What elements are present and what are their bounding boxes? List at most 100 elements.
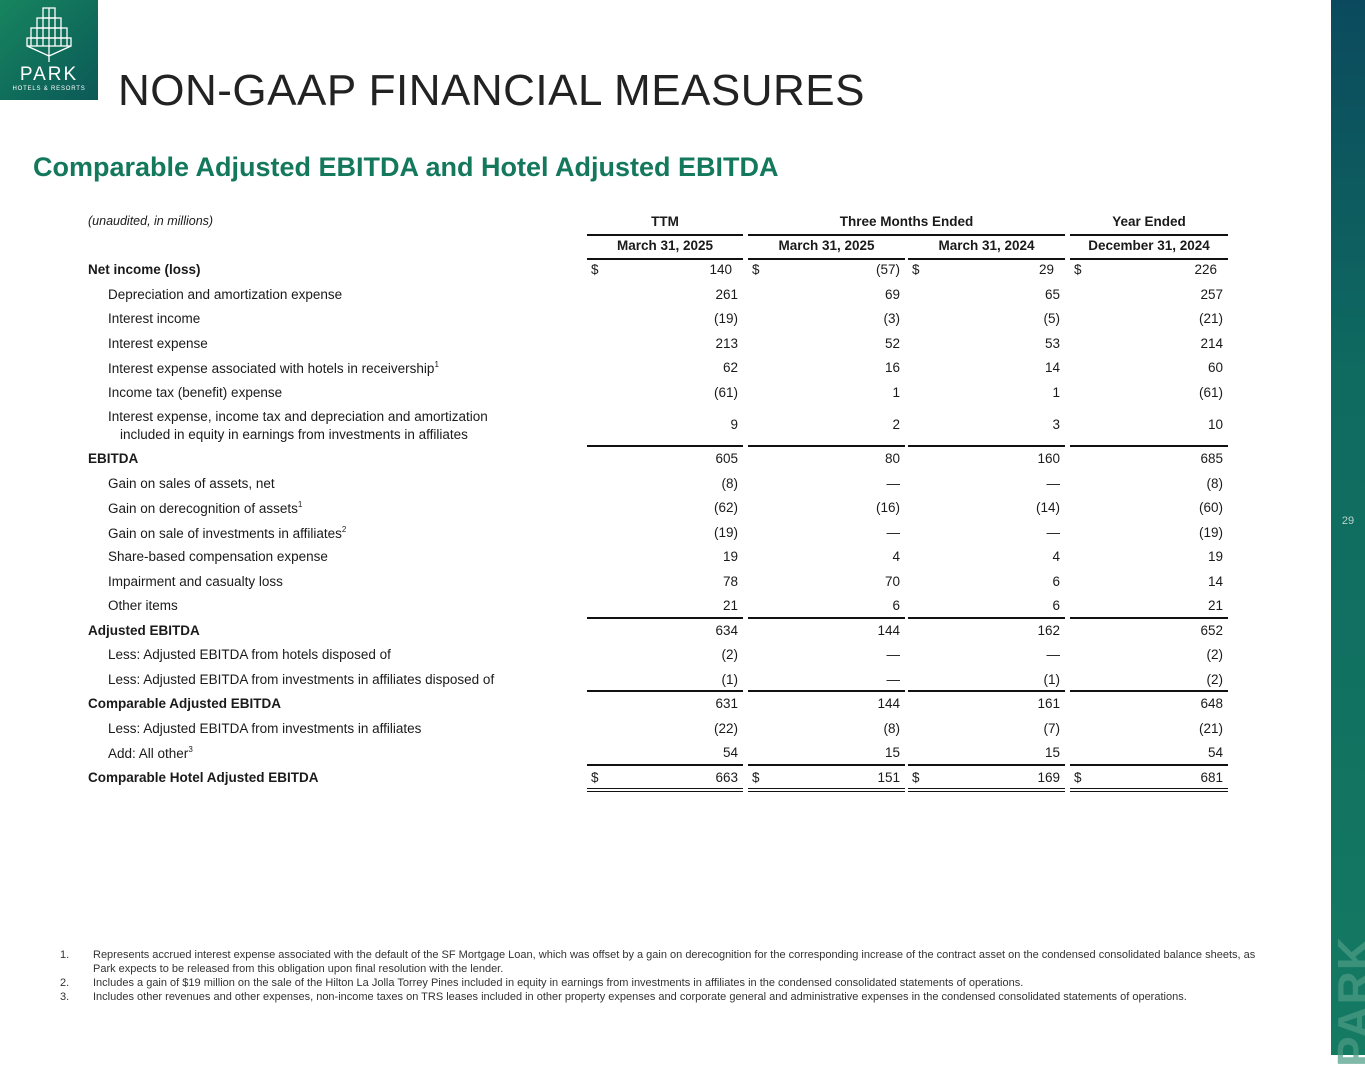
value-cell: — (908, 472, 1065, 497)
value-cell: 631 (587, 692, 743, 717)
value: 226 (1194, 262, 1217, 277)
table-row: Less: Adjusted EBITDA from investments i… (88, 668, 1228, 692)
unit-note: (unaudited, in millions) (88, 214, 214, 228)
currency-symbol: $ (752, 262, 760, 277)
currency-symbol: $ (591, 769, 599, 785)
value-cell: $140 (587, 258, 743, 283)
row-label: Net income (loss) (88, 262, 201, 277)
row-label-text: Less: Adjusted EBITDA from investments i… (108, 671, 495, 687)
value-cell: 6 (908, 594, 1065, 619)
row-label-text: included in equity in earnings from inve… (120, 427, 468, 442)
value: (19) (1198, 524, 1223, 540)
row-label-text: Interest income (108, 311, 201, 326)
value-cell: 214 (1070, 332, 1228, 357)
value-cell: 60 (1070, 356, 1228, 381)
value-cell: 261 (587, 283, 743, 308)
value-cell: (7) (908, 717, 1065, 742)
row-label-text: Other items (108, 598, 178, 613)
value: 261 (715, 286, 738, 302)
side-bar: 29 PARK (1328, 0, 1365, 1067)
value-cell: (19) (587, 521, 743, 546)
footnote: 3. Includes other revenues and other expe… (60, 990, 1260, 1004)
value: 213 (715, 335, 738, 351)
value: 681 (1200, 769, 1223, 785)
currency-symbol: $ (912, 769, 920, 785)
value: 169 (1037, 769, 1060, 785)
value-cell: (21) (1070, 717, 1228, 742)
park-logo: PARK HOTELS & RESORTS (0, 0, 98, 100)
value-cell: (1) (908, 668, 1065, 692)
footnote-number: 3. (60, 991, 70, 1003)
column-header: March 31, 2025 (748, 238, 905, 260)
value: 161 (1037, 696, 1060, 711)
section-title: Comparable Adjusted EBITDA and Hotel Adj… (33, 152, 779, 182)
value: — (1046, 524, 1061, 540)
row-label-text: Share-based compensation expense (108, 549, 328, 564)
value-cell: 144 (748, 692, 905, 717)
row-label: Other items (108, 598, 178, 613)
value: (2) (1206, 671, 1224, 687)
value-cell: 21 (587, 594, 743, 619)
row-label: Less: Adjusted EBITDA from investments i… (108, 721, 421, 736)
value: (14) (1035, 500, 1060, 515)
footnote-ref: 3 (188, 745, 193, 754)
value: (8) (883, 720, 901, 736)
row-label-text: Gain on derecognition of assets (108, 501, 298, 516)
table-row: Net income (loss) $140 $ (57) $29 $226 (88, 258, 1228, 283)
value: — (886, 647, 901, 662)
value: 53 (1044, 335, 1060, 351)
value-cell: 69 (748, 283, 905, 308)
table-row: Gain on sale of investments in affiliate… (88, 521, 1228, 546)
value-cell: 54 (587, 741, 743, 766)
value: 140 (709, 262, 732, 277)
value: 648 (1200, 696, 1223, 711)
tree-building-icon (26, 7, 72, 62)
value: (21) (1198, 720, 1223, 736)
currency-symbol: $ (752, 769, 760, 785)
value-cell: (61) (1070, 381, 1228, 406)
value-cell: 4 (908, 545, 1065, 570)
row-label: Adjusted EBITDA (88, 623, 200, 638)
value: 16 (884, 360, 900, 375)
row-label: Interest expense, income tax and depreci… (108, 408, 488, 444)
value: (1) (1043, 671, 1061, 687)
value-cell: $681 (1070, 766, 1228, 792)
value-cell: 53 (908, 332, 1065, 357)
value-cell: 62 (587, 356, 743, 381)
value-cell: 685 (1070, 447, 1228, 472)
footnote-ref: 1 (434, 360, 439, 369)
value-cell: 144 (748, 619, 905, 644)
value: 21 (1207, 598, 1223, 613)
value: 257 (1200, 286, 1223, 302)
value-cell: (19) (587, 307, 743, 332)
value-cell: 160 (908, 447, 1065, 472)
value: — (886, 475, 901, 491)
row-label: Interest income (108, 311, 200, 326)
row-label: Comparable Hotel Adjusted EBITDA (88, 770, 319, 785)
value-cell: (3) (748, 307, 905, 332)
value-cell: — (748, 643, 905, 668)
value: 62 (722, 360, 738, 375)
value: 144 (877, 622, 900, 638)
value: (60) (1198, 500, 1223, 515)
value: 162 (1037, 622, 1060, 638)
value: (7) (1043, 720, 1061, 736)
value: (19) (713, 311, 738, 326)
value: 9 (730, 417, 738, 432)
value-cell: 15 (908, 741, 1065, 766)
value-cell: 257 (1070, 283, 1228, 308)
value: (2) (721, 647, 739, 662)
group-header-ttm: TTM (587, 214, 743, 236)
table-row: Comparable Adjusted EBITDA 631 144 161 648 (88, 692, 1228, 717)
row-label-text: Add: All other (108, 746, 189, 761)
table-row: Depreciation and amortization expense 261… (88, 283, 1228, 308)
value-cell: 162 (908, 619, 1065, 644)
table-row: Gain on derecognition of assets1 (62) (16)… (88, 496, 1228, 521)
table-row: Comparable Hotel Adjusted EBITDA $663 $151… (88, 766, 1228, 792)
value-cell: 52 (748, 332, 905, 357)
value-cell: 15 (748, 741, 905, 766)
value-cell: 6 (748, 594, 905, 619)
row-label: Gain on sale of investments in affiliate… (108, 525, 346, 541)
value: (21) (1198, 311, 1223, 326)
value: 4 (1052, 549, 1060, 564)
